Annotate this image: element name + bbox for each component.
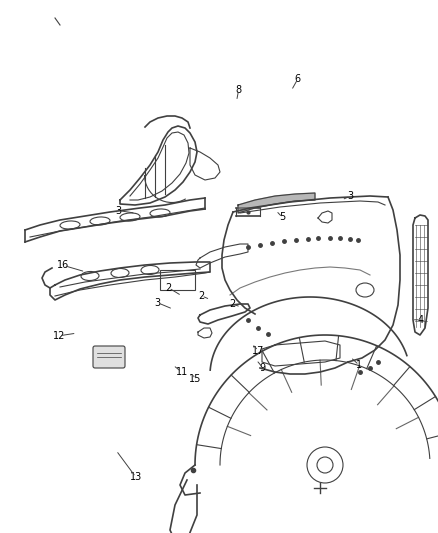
Text: 13: 13 <box>130 472 142 482</box>
Text: 3: 3 <box>115 206 121 215</box>
Text: 11: 11 <box>176 367 188 377</box>
Text: 6: 6 <box>295 74 301 84</box>
Bar <box>160 270 195 290</box>
Text: 2: 2 <box>198 291 205 301</box>
Text: 3: 3 <box>347 191 353 201</box>
Text: 16: 16 <box>57 261 70 270</box>
Text: 4: 4 <box>417 315 424 325</box>
Text: 17: 17 <box>252 346 265 356</box>
Text: 3: 3 <box>155 298 161 308</box>
FancyBboxPatch shape <box>93 346 125 368</box>
Text: 15: 15 <box>189 375 201 384</box>
Polygon shape <box>238 193 315 213</box>
Text: 1: 1 <box>356 360 362 370</box>
Text: 8: 8 <box>236 85 242 94</box>
Text: 12: 12 <box>53 331 65 341</box>
Text: 5: 5 <box>279 213 286 222</box>
Text: 2: 2 <box>166 283 172 293</box>
Text: 2: 2 <box>229 299 235 309</box>
Text: 9: 9 <box>260 363 266 373</box>
